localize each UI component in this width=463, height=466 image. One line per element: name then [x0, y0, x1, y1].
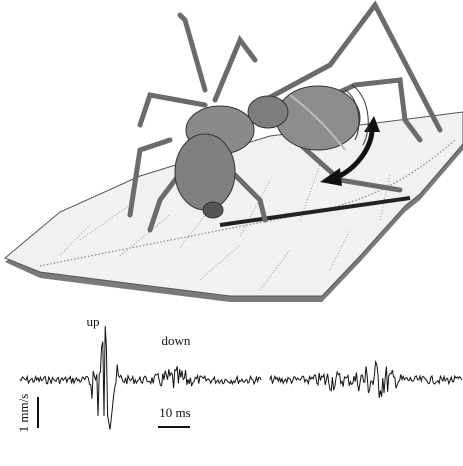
- time-scale-label: 10 ms: [159, 405, 190, 420]
- label-up: up: [87, 314, 100, 329]
- velocity-scale-label: 1 mm/s: [16, 394, 31, 433]
- label-down: down: [162, 333, 191, 348]
- waveform: [20, 326, 261, 429]
- figure: up down 10 ms 1 mm/s: [0, 0, 463, 466]
- waveform: [270, 362, 462, 398]
